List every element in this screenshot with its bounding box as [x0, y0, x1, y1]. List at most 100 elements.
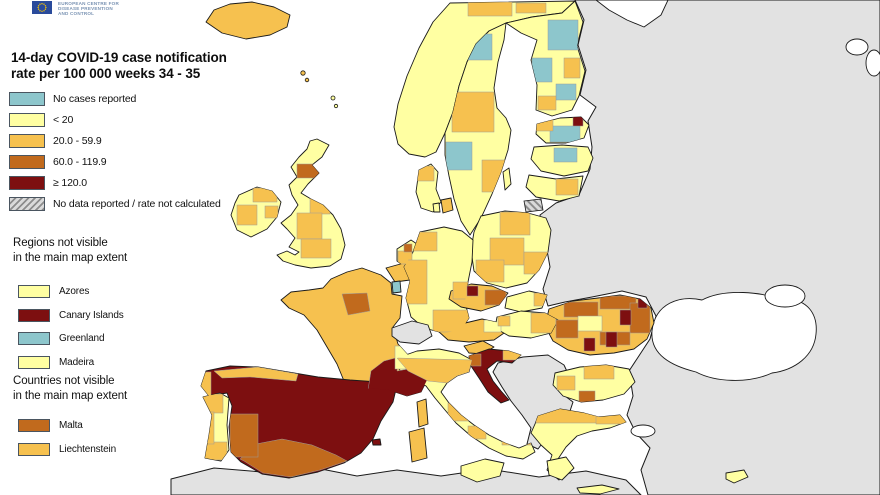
region-patch-north-coast — [213, 366, 299, 382]
region-patch — [467, 425, 487, 440]
region-patch — [547, 19, 579, 51]
region-patch — [555, 178, 579, 196]
legend-item-swatch — [9, 154, 45, 169]
countries-not-visible-heading: Countries not visible in the main map ex… — [13, 375, 128, 402]
island-sicily — [460, 458, 505, 483]
region-patch — [300, 238, 332, 259]
region-patch — [451, 91, 495, 133]
region-item-swatch — [18, 355, 50, 369]
region-patches — [201, 1, 651, 478]
lake-onega — [865, 49, 880, 77]
region-patch — [556, 375, 576, 391]
region-patch — [605, 331, 618, 348]
white-sea — [595, 0, 669, 28]
region-patch — [555, 319, 579, 339]
region-patch — [583, 337, 596, 352]
island-sardinia — [408, 427, 428, 463]
region-patch — [537, 95, 557, 111]
legend-item-swatch — [9, 133, 45, 148]
region-patch — [203, 411, 215, 445]
legend-item-label: No cases reported — [53, 92, 137, 105]
region-patch — [309, 193, 331, 215]
region-patch — [481, 159, 507, 193]
map-title-line2: rate per 100 000 weeks 34 - 35 — [11, 65, 201, 81]
region-patch — [595, 411, 626, 425]
region-patch — [563, 57, 581, 79]
regions-not-visible-heading: Regions not visible in the main map exte… — [13, 237, 128, 264]
region-patch — [484, 289, 507, 306]
region-item-swatch — [18, 308, 50, 322]
island-faroe — [304, 77, 310, 83]
region-item-swatch — [18, 332, 50, 346]
region-patch — [203, 393, 224, 414]
region-patch — [236, 204, 258, 226]
country-item-swatch — [18, 442, 50, 456]
sea-of-marmara — [630, 424, 656, 438]
region-patch — [577, 315, 603, 332]
country-item-label: Malta — [59, 420, 83, 432]
region-item-label: Canary Islands — [59, 309, 124, 321]
region-patch — [296, 212, 323, 240]
region-patch-andalusia — [239, 438, 348, 478]
region-patch — [549, 125, 581, 143]
region-patch — [501, 428, 532, 446]
region-patch-paris — [341, 292, 371, 316]
region-kaliningrad-hatched — [523, 198, 544, 213]
country-luxembourg — [391, 280, 402, 294]
region-patch — [467, 1, 513, 17]
region-item-label: Madeira — [59, 356, 95, 368]
country-item-swatch — [18, 419, 50, 433]
ecdc-org-name: EUROPEAN CENTRE FOR DISEASE PREVENTION A… — [58, 1, 119, 17]
country-item-label: Liechtenstein — [59, 443, 116, 455]
island-funen — [432, 202, 441, 213]
region-patch — [404, 259, 428, 305]
island-crete — [576, 484, 620, 495]
island-corsica — [416, 398, 429, 428]
region-patch-north-italy — [397, 357, 473, 384]
region-patch — [619, 309, 632, 326]
legend-item: No data reported / rate not calculated — [9, 193, 221, 214]
island-shetland — [333, 103, 339, 109]
region-patch — [515, 2, 547, 14]
region-patch — [416, 165, 435, 182]
region-patch — [403, 243, 413, 253]
region-patch — [499, 211, 531, 236]
map-title-line1: 14-day COVID-19 case notification — [11, 50, 227, 65]
black-sea — [651, 292, 817, 381]
region-patch — [599, 295, 637, 310]
region-item: Madeira — [18, 351, 124, 375]
rate-legend: No cases reported < 20 20.0 - 59.9 60.0 - 1… — [9, 88, 221, 214]
region-item-label: Greenland — [59, 333, 105, 345]
country-item: Liechtenstein — [18, 438, 116, 462]
region-patch — [229, 413, 259, 458]
region-patch — [296, 163, 323, 179]
region-patch — [203, 441, 228, 461]
legend-item-label: ≥ 120.0 — [53, 176, 87, 189]
country-iceland — [205, 1, 291, 40]
region-patch — [523, 251, 549, 275]
region-peloponnese — [546, 456, 575, 481]
region-eastern-neighbors — [539, 0, 880, 495]
map-title: 14-day COVID-19 case notification rate p… — [11, 50, 227, 81]
region-patch — [447, 402, 471, 422]
region-item-swatch — [18, 285, 50, 299]
region-patch — [475, 259, 505, 283]
region-item-label: Azores — [59, 286, 90, 298]
lake-ladoga — [845, 38, 869, 56]
legend-item-label: 20.0 - 59.9 — [53, 134, 102, 147]
legend-item-label: 60.0 - 119.9 — [53, 155, 107, 168]
legend-item-label: No data reported / rate not calculated — [53, 197, 221, 210]
island-shetland — [330, 95, 336, 101]
region-patch — [466, 285, 479, 297]
island-zealand — [440, 197, 454, 214]
countries-not-visible-legend: Malta Liechtenstein — [18, 414, 116, 461]
region-patch — [497, 315, 511, 327]
region-patch — [553, 147, 578, 163]
region-patch — [502, 349, 521, 361]
region-item: Canary Islands — [18, 304, 124, 328]
island-cyprus — [725, 469, 749, 484]
region-patch — [583, 365, 615, 380]
ecdc-logo: EUROPEAN CENTRE FOR DISEASE PREVENTION A… — [32, 1, 119, 17]
